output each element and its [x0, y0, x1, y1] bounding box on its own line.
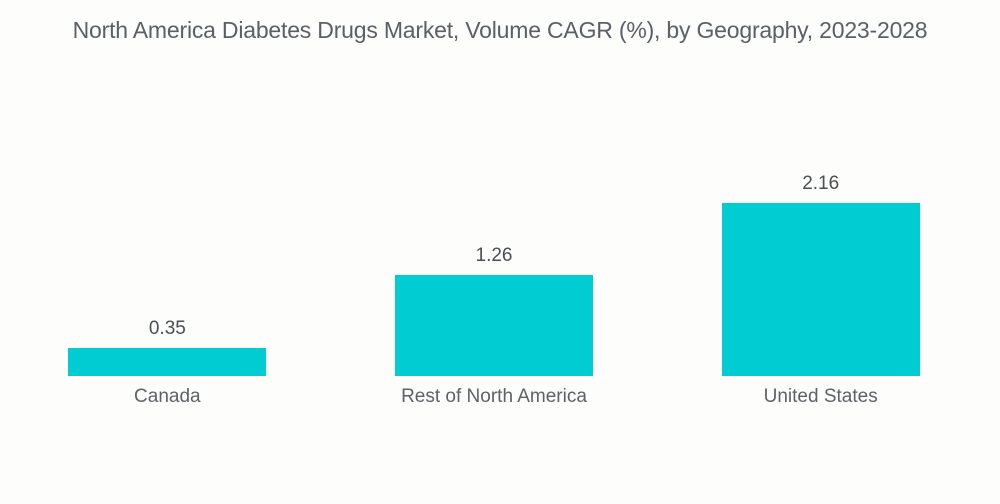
bar	[721, 203, 920, 376]
bar-value-label: 1.26	[475, 245, 513, 267]
bar-group-rest-of-north-america: 1.26 Rest of North America	[331, 245, 658, 408]
bar-group-canada: 0.35 Canada	[4, 318, 331, 408]
bar-value-label: 2.16	[802, 173, 840, 195]
bar-group-united-states: 2.16 United States	[657, 173, 984, 408]
category-label: Rest of North America	[401, 386, 587, 407]
category-label: Canada	[134, 386, 201, 407]
bar	[395, 275, 593, 376]
category-label: United States	[763, 386, 878, 407]
plot-area: 0.35 Canada 1.26 Rest of North America 2…	[4, 173, 984, 408]
chart-title: North America Diabetes Drugs Market, Vol…	[72, 17, 928, 43]
bar	[68, 348, 267, 376]
bar-value-label: 0.35	[148, 318, 186, 339]
